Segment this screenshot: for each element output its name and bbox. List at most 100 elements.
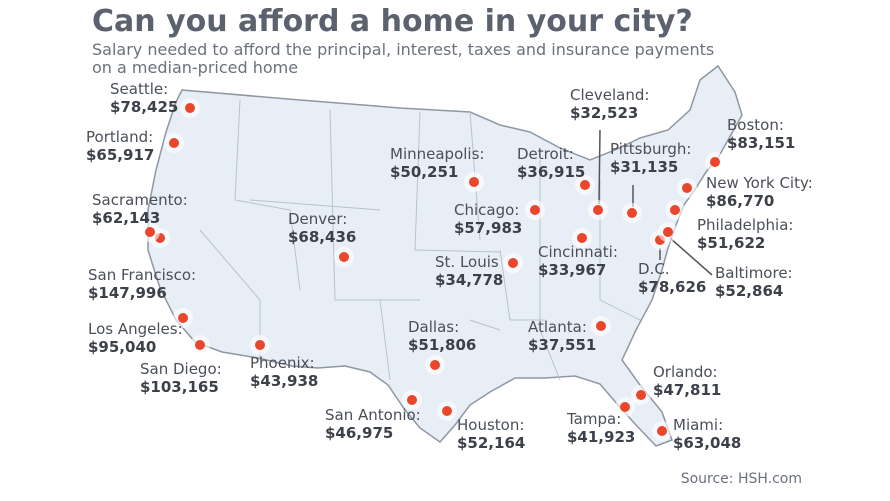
city-dot [657,426,667,436]
city-label: Minneapolis: $50,251 [390,145,484,181]
city-dot [255,340,265,350]
city-salary: $86,770 [706,192,775,210]
city-dot [195,340,205,350]
city-name: Philadelphia: [697,216,794,234]
city-name: Atlanta: [528,318,587,336]
city-label: Atlanta: $37,551 [528,318,596,354]
city-name: Pittsburgh: [610,140,692,158]
city-dot [145,227,155,237]
city-dot [670,205,680,215]
city-name: Los Angeles: [88,320,183,338]
city-dot [442,406,452,416]
city-label: New York City: $86,770 [706,174,818,210]
city-name: Portland: [86,128,154,146]
city-label: Houston: $52,164 [457,416,525,452]
city-salary: $51,622 [697,234,766,252]
city-label: Phoenix: $43,938 [250,354,318,390]
city-label: Cincinnati: $33,967 [538,243,618,279]
city-label: Miami: $63,048 [673,416,741,452]
city-name: Detroit: [517,145,574,163]
city-salary: $63,048 [673,434,742,452]
city-salary: $62,143 [92,209,161,227]
city-salary: $78,425 [110,98,179,116]
city-name: Cincinnati: [538,243,618,261]
city-label: Los Angeles: $95,040 [88,320,183,356]
city-dot [663,227,673,237]
city-salary: $46,975 [325,424,394,442]
city-label: Detroit: $36,915 [517,145,585,181]
subtitle: on a median-priced home [92,58,299,77]
city-dot [580,180,590,190]
city-name: Chicago: [454,201,520,219]
city-name: Miami: [673,416,724,434]
city-salary: $41,923 [567,428,636,446]
city-salary: $68,436 [288,228,357,246]
city-name: Phoenix: [250,354,315,372]
city-salary: $65,917 [86,146,155,164]
city-name: Sacramento: [92,191,188,209]
city-dot [407,395,417,405]
city-salary: $33,967 [538,261,607,279]
city-dot [430,360,440,370]
city-dot [530,205,540,215]
city-salary: $147,996 [88,284,167,302]
city-name: Denver: [288,210,348,228]
city-label: Boston: $83,151 [727,116,795,152]
city-label: Sacramento: $62,143 [92,191,188,227]
city-salary: $78,626 [638,278,707,296]
city-dot [710,157,720,167]
city-dot [169,138,179,148]
city-label: Portland: $65,917 [86,128,154,164]
city-salary: $52,864 [715,282,784,300]
city-label: San Francisco: $147,996 [88,266,196,302]
city-name: Dallas: [408,318,460,336]
city-label: San Antonio: $46,975 [325,406,421,442]
city-salary: $47,811 [653,381,722,399]
city-label: Cleveland: $32,523 [570,86,649,122]
source: Source: HSH.com [680,471,802,487]
city-label: Baltimore: $52,864 [715,264,793,300]
city-salary: $43,938 [250,372,319,390]
city-salary: $51,806 [408,336,477,354]
city-name: D.C. [638,260,670,278]
city-salary: $32,523 [570,104,639,122]
city-dot [620,402,630,412]
city-name: San Diego: [140,360,222,378]
city-name: Orlando: [653,363,718,381]
city-dot [185,103,195,113]
city-label: Philadelphia: $51,622 [697,216,793,252]
city-dot [339,252,349,262]
city-name: Houston: [457,416,525,434]
city-name: New York City: [706,174,813,192]
city-dot [682,183,692,193]
city-name: Tampa: [567,410,622,428]
city-label: San Diego: $103,165 [140,360,222,396]
city-salary: $83,151 [727,134,796,152]
city-name: San Antonio: [325,406,421,424]
city-name: St. Louis [435,253,499,271]
city-dot [593,205,603,215]
city-label: D.C. $78,626 [638,260,706,296]
city-dot [469,177,479,187]
city-name: Seattle: [110,80,169,98]
city-dot [508,258,518,268]
city-dot [577,233,587,243]
city-label: Seattle: $78,425 [110,80,178,116]
city-salary: $34,778 [435,271,504,289]
city-name: Minneapolis: [390,145,485,163]
subtitle: Salary needed to afford the principal, i… [92,40,715,59]
city-name: Cleveland: [570,86,650,104]
city-name: San Francisco: [88,266,197,284]
city-dot [627,208,637,218]
city-label: St. Louis $34,778 [435,253,503,289]
city-label: Orlando: $47,811 [653,363,721,399]
city-salary: $50,251 [390,163,459,181]
us-outline [147,64,743,447]
city-salary: $36,915 [517,163,586,181]
city-dot [596,321,606,331]
city-label: Tampa: $41,923 [567,410,635,446]
city-label: Pittsburgh: $31,135 [610,140,691,176]
city-label: Denver: $68,436 [288,210,356,246]
